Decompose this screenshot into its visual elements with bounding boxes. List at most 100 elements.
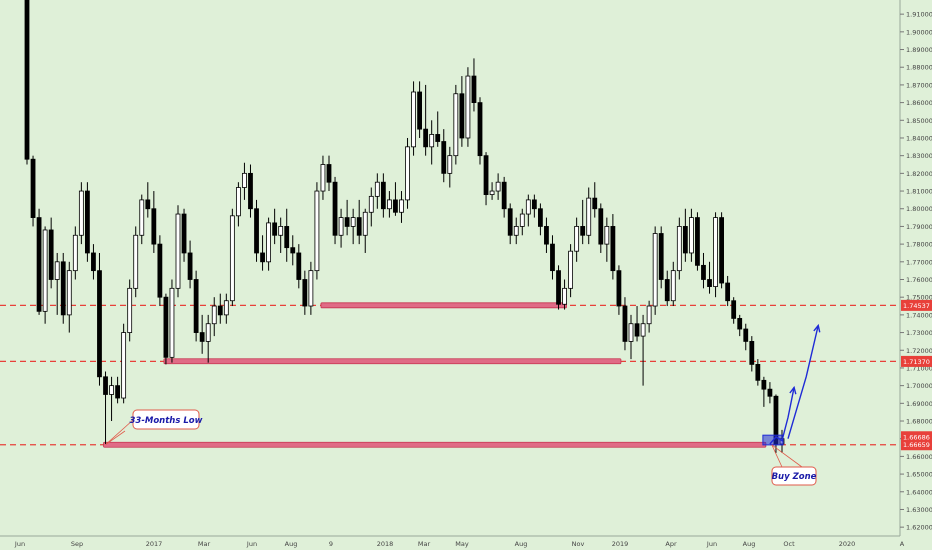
candle-down[interactable] — [91, 252, 96, 272]
support-zone[interactable] — [163, 358, 622, 365]
candle-up[interactable] — [489, 190, 495, 195]
candle-up[interactable] — [374, 181, 380, 197]
candle-down[interactable] — [483, 155, 489, 195]
candle-up[interactable] — [362, 211, 368, 236]
candle-down[interactable] — [48, 229, 54, 280]
candle-down[interactable] — [664, 279, 670, 302]
candle-up[interactable] — [646, 305, 652, 325]
candle-up[interactable] — [350, 217, 356, 227]
candle-down[interactable] — [157, 243, 163, 298]
candle-up[interactable] — [429, 134, 435, 148]
candle-down[interactable] — [459, 93, 465, 139]
candle-up[interactable] — [465, 75, 471, 139]
candle-down[interactable] — [145, 199, 151, 210]
candle-down[interactable] — [592, 197, 598, 210]
candle-down[interactable] — [538, 208, 543, 227]
candle-up[interactable] — [513, 226, 519, 236]
candle-down[interactable] — [610, 226, 616, 272]
candle-down[interactable] — [302, 279, 308, 307]
projection-arrow-long[interactable] — [787, 325, 819, 439]
candle-down[interactable] — [187, 252, 193, 280]
candle-down[interactable] — [682, 226, 688, 254]
candle-up[interactable] — [676, 226, 682, 272]
candle-down[interactable] — [435, 134, 441, 142]
candle-down[interactable] — [36, 217, 42, 312]
candle-up[interactable] — [78, 190, 84, 236]
candle-up[interactable] — [562, 287, 567, 305]
candle-down[interactable] — [115, 385, 120, 399]
candle-up[interactable] — [405, 146, 410, 201]
candle-up[interactable] — [447, 155, 453, 174]
candle-up[interactable] — [399, 199, 404, 213]
candle-up[interactable] — [127, 287, 133, 333]
candle-up[interactable] — [109, 385, 114, 395]
candle-down[interactable] — [441, 141, 447, 174]
candle-down[interactable] — [598, 208, 604, 245]
candle-down[interactable] — [296, 252, 302, 280]
candle-up[interactable] — [266, 222, 272, 263]
candle-down[interactable] — [755, 364, 761, 381]
candle-up[interactable] — [229, 215, 235, 302]
candle-up[interactable] — [411, 91, 416, 148]
candle-down[interactable] — [199, 332, 205, 342]
candle-up[interactable] — [670, 270, 676, 302]
candle-down[interactable] — [260, 252, 265, 263]
candle-up[interactable] — [689, 217, 694, 254]
candle-down[interactable] — [254, 208, 259, 254]
candle-up[interactable] — [169, 287, 175, 358]
candle-up[interactable] — [278, 226, 284, 236]
candle-down[interactable] — [356, 217, 362, 236]
candle-down[interactable] — [761, 379, 767, 390]
candle-down[interactable] — [701, 264, 706, 280]
candle-up[interactable] — [495, 181, 501, 192]
candle-down[interactable] — [344, 217, 350, 227]
candle-up[interactable] — [72, 234, 78, 272]
candle-down[interactable] — [24, 0, 30, 160]
candle-down[interactable] — [423, 128, 429, 148]
candle-down[interactable] — [193, 279, 199, 333]
candle-down[interactable] — [30, 158, 36, 218]
candle-up[interactable] — [242, 172, 247, 188]
projection-arrow-short[interactable] — [769, 387, 795, 445]
candle-down[interactable] — [103, 376, 108, 395]
candle-down[interactable] — [326, 164, 332, 183]
candle-up[interactable] — [338, 217, 344, 236]
candle-up[interactable] — [54, 261, 60, 280]
candle-up[interactable] — [235, 187, 241, 217]
candle-up[interactable] — [568, 250, 573, 289]
candle-down[interactable] — [556, 270, 561, 305]
candle-down[interactable] — [393, 199, 398, 213]
candle-down[interactable] — [151, 208, 157, 245]
candle-up[interactable] — [604, 226, 610, 245]
candle-down[interactable] — [749, 341, 755, 365]
annotation-box-33-months-low[interactable] — [132, 409, 200, 430]
candle-down[interactable] — [332, 181, 338, 236]
candle-down[interactable] — [380, 181, 386, 210]
candle-up[interactable] — [640, 323, 646, 337]
candle-down[interactable] — [622, 305, 628, 342]
candle-up[interactable] — [574, 226, 580, 252]
candle-up[interactable] — [652, 233, 658, 307]
support-zone[interactable] — [103, 441, 767, 448]
candle-down[interactable] — [707, 279, 712, 287]
candle-up[interactable] — [368, 195, 374, 213]
candle-up[interactable] — [386, 199, 392, 210]
candle-up[interactable] — [314, 190, 320, 272]
candle-down[interactable] — [181, 213, 187, 254]
annotation-box-buy-zone[interactable] — [771, 466, 817, 486]
candle-down[interactable] — [272, 222, 278, 236]
candle-up[interactable] — [175, 213, 181, 289]
candle-down[interactable] — [501, 181, 507, 210]
candle-down[interactable] — [477, 102, 483, 157]
candle-down[interactable] — [248, 172, 253, 210]
candle-down[interactable] — [60, 261, 66, 316]
candle-down[interactable] — [695, 217, 700, 266]
candle-down[interactable] — [658, 233, 664, 280]
support-zone[interactable] — [320, 302, 567, 309]
candle-up[interactable] — [586, 197, 592, 236]
candle-down[interactable] — [731, 300, 737, 319]
candle-up[interactable] — [525, 199, 531, 215]
candle-down[interactable] — [719, 217, 724, 284]
candle-down[interactable] — [507, 208, 513, 236]
candle-down[interactable] — [217, 305, 223, 316]
